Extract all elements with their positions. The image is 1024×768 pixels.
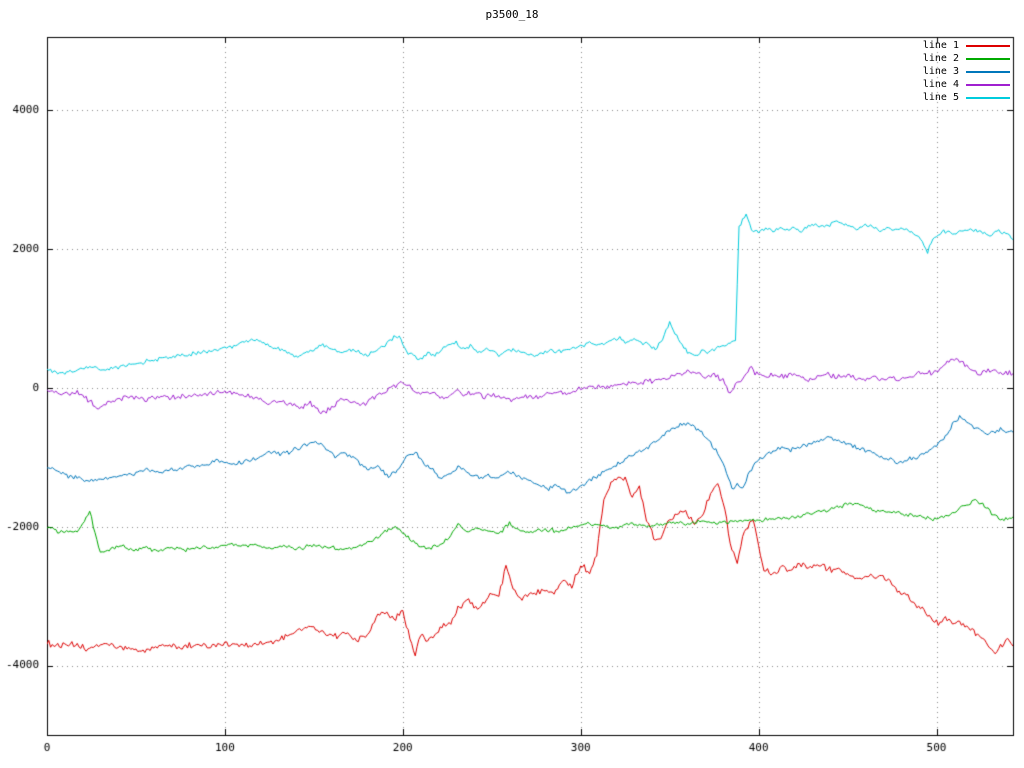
- legend-label: line 3: [922, 66, 959, 77]
- chart-title: p3500_18: [485, 8, 539, 21]
- legend-label: line 1: [922, 40, 959, 51]
- legend-item: line 2: [923, 53, 1010, 65]
- legend: line 1 line 2 line 3 line 4 line 5: [923, 40, 1010, 104]
- legend-line-sample: [966, 45, 1010, 47]
- legend-item: line 4: [923, 79, 1010, 91]
- legend-label: line 4: [922, 79, 959, 90]
- legend-label: line 2: [922, 53, 959, 64]
- legend-label: line 5: [922, 92, 959, 103]
- legend-item: line 3: [923, 66, 1010, 78]
- legend-line-sample: [966, 97, 1010, 99]
- legend-item: line 5: [923, 92, 1010, 104]
- legend-item: line 1: [923, 40, 1010, 52]
- legend-line-sample: [966, 71, 1010, 73]
- legend-line-sample: [966, 84, 1010, 86]
- legend-line-sample: [966, 58, 1010, 60]
